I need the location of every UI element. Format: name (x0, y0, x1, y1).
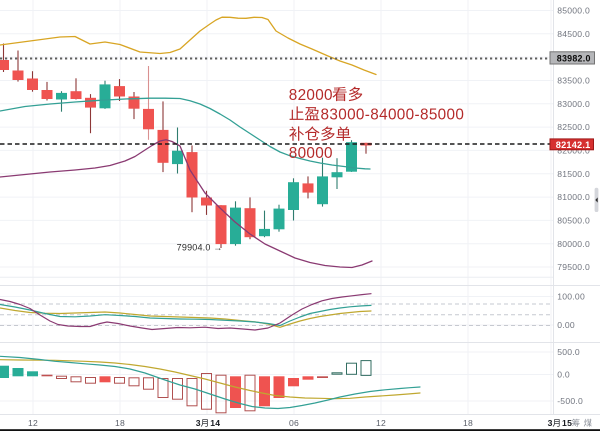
svg-text:18: 18 (463, 418, 473, 428)
svg-text:80500.0: 80500.0 (557, 216, 590, 226)
svg-text:500.0: 500.0 (557, 347, 580, 357)
svg-text:12: 12 (28, 418, 38, 428)
svg-text:83000.0: 83000.0 (557, 99, 590, 109)
svg-text:79904.0 →: 79904.0 → (177, 243, 223, 253)
svg-text:81000.0: 81000.0 (557, 192, 590, 202)
svg-text:14: 14 (210, 418, 220, 428)
svg-text:79500.0: 79500.0 (557, 262, 590, 272)
svg-text:82500.0: 82500.0 (557, 122, 590, 132)
svg-text:80000.0: 80000.0 (557, 239, 590, 249)
svg-text:82000.0: 82000.0 (557, 146, 590, 156)
svg-text:84500.0: 84500.0 (557, 29, 590, 39)
svg-text:82142.1: 82142.1 (556, 140, 591, 150)
svg-text:0.0: 0.0 (557, 370, 570, 380)
svg-text:12: 12 (376, 418, 386, 428)
svg-text:85000.0: 85000.0 (557, 6, 590, 16)
svg-text:83000-84000-85000: 83000-84000-85000 (321, 106, 465, 123)
svg-text:100.00: 100.00 (557, 292, 585, 302)
svg-text:80000: 80000 (289, 145, 333, 162)
svg-text:06: 06 (289, 418, 299, 428)
svg-text:15: 15 (562, 418, 572, 428)
svg-text:81500.0: 81500.0 (557, 169, 590, 179)
svg-text:3: 3 (196, 418, 201, 428)
svg-text:-500.0: -500.0 (557, 396, 583, 406)
svg-text:0.00: 0.00 (557, 320, 575, 330)
svg-text:82000: 82000 (289, 87, 333, 104)
svg-text:83982.0: 83982.0 (557, 54, 591, 64)
svg-text:3: 3 (548, 418, 553, 428)
svg-text:83500.0: 83500.0 (557, 76, 590, 86)
svg-text:18: 18 (115, 418, 125, 428)
